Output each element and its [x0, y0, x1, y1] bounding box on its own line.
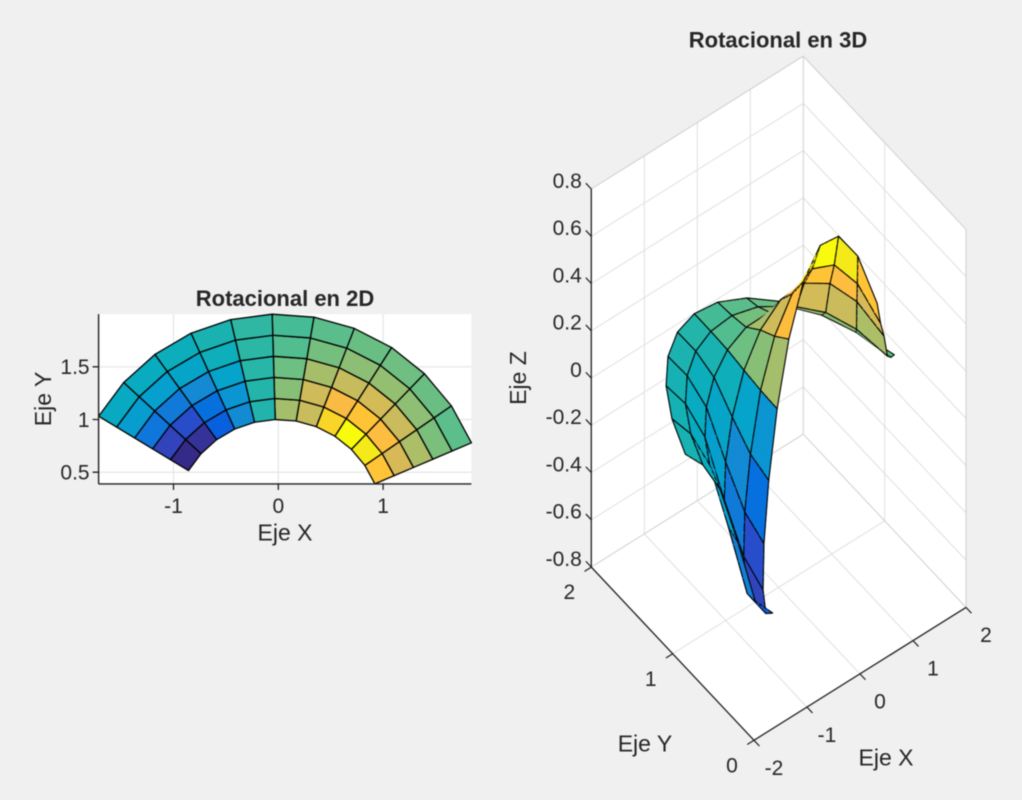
svg-text:-0.2: -0.2: [546, 406, 582, 429]
svg-text:1.5: 1.5: [60, 356, 89, 379]
svg-text:Rotacional en 3D: Rotacional en 3D: [689, 28, 867, 53]
svg-text:-0.8: -0.8: [546, 548, 582, 571]
svg-text:-1: -1: [818, 724, 837, 747]
svg-text:0.8: 0.8: [553, 170, 582, 193]
svg-text:Eje X: Eje X: [859, 745, 914, 771]
svg-text:-0.4: -0.4: [546, 453, 583, 476]
svg-text:0.6: 0.6: [553, 217, 582, 240]
svg-text:0.4: 0.4: [553, 264, 583, 287]
svg-text:0: 0: [874, 691, 886, 714]
svg-text:Rotacional en 2D: Rotacional en 2D: [196, 286, 374, 311]
svg-text:1: 1: [377, 495, 389, 518]
svg-text:0: 0: [570, 359, 582, 382]
svg-text:0.2: 0.2: [553, 312, 582, 335]
svg-text:0.5: 0.5: [60, 462, 89, 485]
svg-text:Eje Y: Eje Y: [30, 372, 56, 427]
svg-text:-2: -2: [765, 757, 784, 780]
svg-text:-1: -1: [164, 495, 183, 518]
svg-text:-0.6: -0.6: [546, 501, 582, 524]
svg-text:1: 1: [645, 668, 657, 691]
svg-text:1: 1: [78, 409, 90, 432]
svg-text:0: 0: [726, 754, 738, 777]
svg-text:2: 2: [980, 624, 992, 647]
svg-text:Eje Z: Eje Z: [505, 351, 531, 405]
svg-text:Eje Y: Eje Y: [618, 731, 673, 757]
svg-text:1: 1: [927, 657, 939, 680]
svg-text:2: 2: [563, 581, 575, 604]
svg-text:0: 0: [272, 495, 284, 518]
svg-text:Eje X: Eje X: [258, 520, 313, 546]
